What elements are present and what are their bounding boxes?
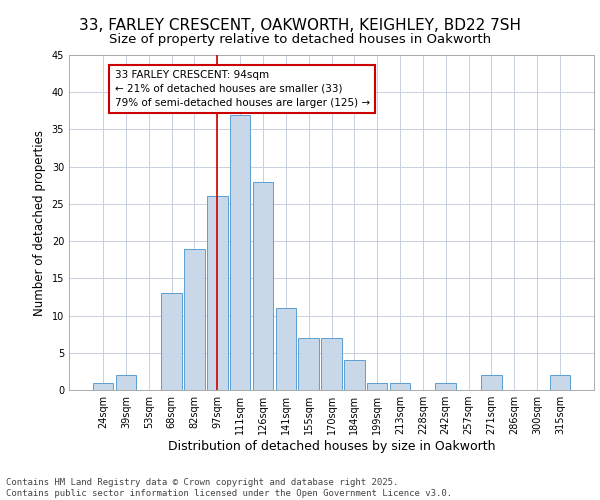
Bar (207, 196, 227, 390)
Text: Size of property relative to detached houses in Oakworth: Size of property relative to detached ho… (109, 32, 491, 46)
Text: 33 FARLEY CRESCENT: 94sqm
← 21% of detached houses are smaller (33)
79% of semi-: 33 FARLEY CRESCENT: 94sqm ← 21% of detac… (115, 70, 370, 108)
Bar (321, 338, 342, 390)
Bar (367, 382, 388, 390)
Bar (116, 375, 136, 390)
Bar (253, 182, 273, 390)
Bar (275, 308, 296, 390)
Bar (390, 382, 410, 390)
Bar (161, 293, 182, 390)
Bar (184, 248, 205, 390)
Y-axis label: Number of detached properties: Number of detached properties (33, 130, 46, 316)
Bar (93, 382, 113, 390)
Text: Contains HM Land Registry data © Crown copyright and database right 2025.
Contai: Contains HM Land Registry data © Crown c… (6, 478, 452, 498)
Bar (436, 382, 456, 390)
Bar (298, 338, 319, 390)
Bar (344, 360, 365, 390)
Bar (550, 375, 570, 390)
Text: 33, FARLEY CRESCENT, OAKWORTH, KEIGHLEY, BD22 7SH: 33, FARLEY CRESCENT, OAKWORTH, KEIGHLEY,… (79, 18, 521, 32)
Bar (230, 114, 250, 390)
X-axis label: Distribution of detached houses by size in Oakworth: Distribution of detached houses by size … (168, 440, 495, 453)
Bar (481, 375, 502, 390)
